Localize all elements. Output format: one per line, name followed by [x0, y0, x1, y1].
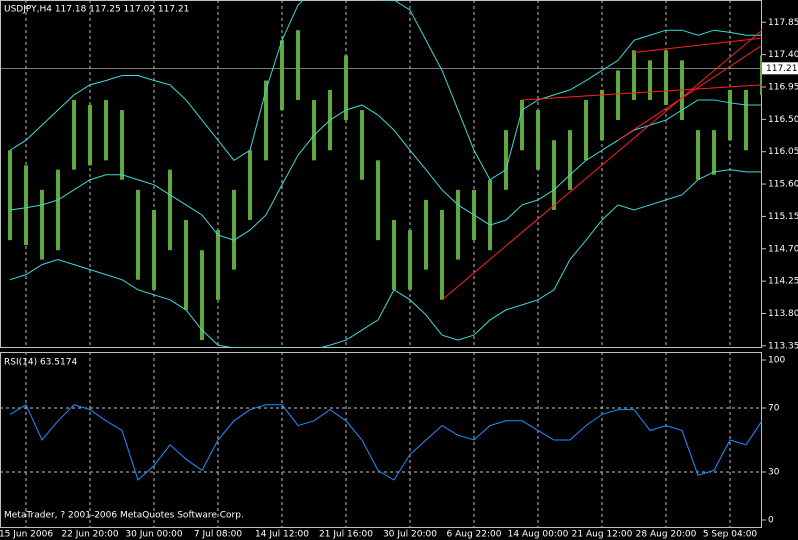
rsi-plot — [0, 352, 762, 528]
y-tick-label: 113.35 — [768, 341, 798, 351]
price-bar — [296, 30, 300, 100]
y-tick-label: 115.15 — [768, 212, 798, 222]
price-bar — [376, 160, 380, 241]
y-tick-label: 100 — [768, 356, 785, 366]
price-panel — [0, 0, 762, 348]
bollinger-band — [9, 99, 762, 241]
price-bar — [88, 104, 92, 166]
x-tick-label: 21 Aug 12:00 — [572, 530, 633, 540]
trend-line — [617, 44, 762, 141]
y-tick-label: 116.05 — [768, 147, 798, 157]
price-bar — [8, 150, 12, 241]
y-tick-label: 113.80 — [768, 309, 798, 319]
price-bar — [232, 189, 236, 270]
price-bar — [120, 110, 124, 180]
price-bar — [488, 179, 492, 251]
y-tick-label: 114.25 — [768, 277, 798, 287]
y-tick-label: 114.70 — [768, 244, 798, 254]
price-plot — [0, 0, 762, 348]
price-bar — [584, 99, 588, 161]
price-bar — [280, 40, 284, 111]
trend-line — [521, 84, 762, 101]
price-bar — [184, 220, 188, 310]
y-tick-label: 117.40 — [768, 50, 798, 60]
price-bar — [504, 130, 508, 190]
price-bar — [24, 165, 28, 246]
price-bar — [520, 99, 524, 151]
price-bar — [440, 209, 444, 300]
rsi-title: RSI(14) 63.5174 — [4, 358, 77, 368]
trend-line — [441, 29, 762, 301]
price-bar — [712, 130, 716, 175]
price-bar — [616, 70, 620, 121]
y-tick-label: 0 — [768, 516, 774, 526]
price-bar — [760, 55, 762, 95]
price-bar — [648, 60, 652, 100]
price-bar — [696, 130, 700, 180]
price-bar — [152, 209, 156, 290]
price-bar — [536, 110, 540, 170]
price-bar — [408, 230, 412, 290]
price-bar — [424, 199, 428, 270]
price-bar — [40, 189, 44, 260]
price-bar — [56, 169, 60, 251]
price-bar — [168, 169, 172, 251]
price-bar — [360, 110, 364, 180]
price-bar — [632, 50, 636, 100]
price-bar — [568, 130, 572, 190]
footer: MetaTrader, ? 2001-2006 MetaQuotes Softw… — [4, 511, 244, 521]
price-bar — [600, 89, 604, 141]
last-price-box — [762, 62, 798, 75]
axes: 117.85 117.40 116.95 116.50 116.05 115.60 115.… — [0, 18, 798, 540]
x-tick-label: 5 Sep 04:00 — [703, 530, 758, 540]
price-bar — [728, 89, 732, 141]
trend-line — [633, 37, 762, 53]
y-tick-label: 30 — [768, 468, 780, 478]
y-tick-label: 70 — [768, 404, 780, 414]
price-bar — [200, 250, 204, 341]
last-price-label: 117.21 — [766, 64, 798, 74]
x-tick-label: 30 Jun 00:00 — [125, 530, 182, 540]
y-tick-label: 116.50 — [768, 115, 798, 125]
price-bar — [456, 189, 460, 260]
y-tick-label: 116.95 — [768, 83, 798, 93]
price-title: USDJPY,H4 117.18 117.25 117.02 117.21 — [4, 5, 189, 15]
price-bar — [264, 80, 268, 161]
y-tick-label: 117.85 — [768, 18, 798, 28]
price-bar — [344, 55, 348, 121]
price-bar — [392, 220, 396, 290]
x-tick-label: 14 Jul 12:00 — [255, 530, 309, 540]
price-bar — [552, 140, 556, 210]
bollinger-band — [9, 0, 762, 181]
rsi-panel — [0, 352, 762, 528]
x-tick-label: 7 Jul 08:00 — [194, 530, 243, 540]
price-bar — [664, 50, 668, 105]
x-tick-label: 30 Jul 20:00 — [383, 530, 437, 540]
price-bar — [136, 189, 140, 280]
price-bar — [248, 150, 252, 221]
price-bar — [312, 99, 316, 161]
rsi-line — [9, 404, 762, 481]
bollinger-band — [9, 169, 762, 348]
price-bar — [216, 230, 220, 300]
x-tick-label: 15 Jun 2006 — [0, 530, 53, 540]
x-tick-label: 6 Aug 22:00 — [447, 530, 502, 540]
x-tick-label: 28 Aug 20:00 — [636, 530, 697, 540]
x-tick-label: 21 Jul 16:00 — [319, 530, 373, 540]
x-tick-label: 22 Jun 20:00 — [61, 530, 118, 540]
y-tick-label: 115.60 — [768, 180, 798, 190]
price-bar — [104, 99, 108, 161]
x-tick-label: 14 Aug 00:00 — [508, 530, 569, 540]
price-bar — [72, 99, 76, 170]
price-bar — [744, 89, 748, 151]
